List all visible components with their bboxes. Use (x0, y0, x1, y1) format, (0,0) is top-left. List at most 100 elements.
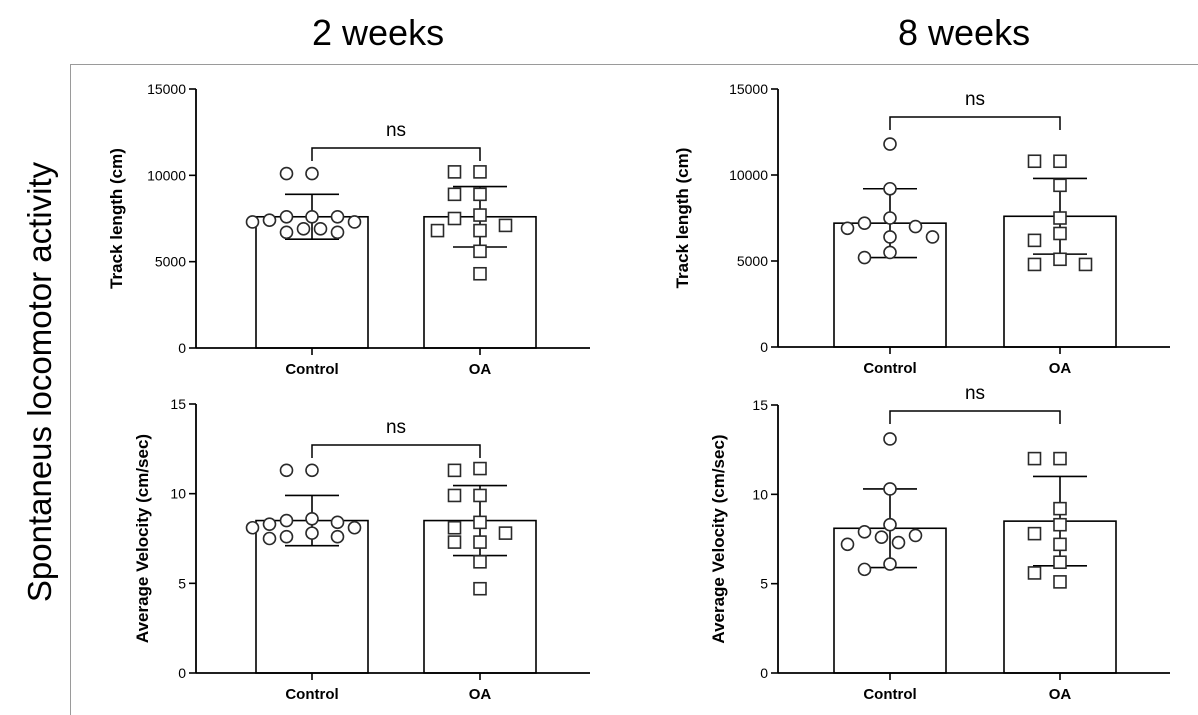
data-point-square (473, 515, 487, 530)
data-point-circle (313, 222, 328, 236)
data-point-circle (883, 230, 897, 244)
data-point-square (1027, 451, 1042, 466)
y-axis-label: Average Velocity (cm/sec) (133, 434, 152, 643)
data-point-circle (305, 166, 319, 181)
panel-8w-velocity: 0 5 10 15 Control OA Average Velocity (cm/sec)… (709, 383, 1170, 703)
data-point-circle (347, 215, 362, 229)
data-point-square (1053, 451, 1067, 466)
x-tick-label-oa: OA (1049, 360, 1072, 377)
data-point-square (1053, 537, 1067, 552)
y-axis-label: Track length (cm) (107, 148, 126, 289)
data-point-square (498, 218, 513, 233)
data-point-square (447, 211, 462, 226)
data-point-square (1053, 178, 1067, 193)
y-tick-label: 15 (752, 397, 768, 413)
data-point-square (1027, 526, 1042, 541)
y-tick-label: 0 (760, 339, 768, 355)
data-point-square (473, 187, 487, 202)
data-point-square (473, 208, 487, 222)
data-point-circle (279, 529, 294, 544)
data-point-circle (262, 213, 277, 228)
data-point-square (473, 581, 487, 596)
panel-2w-velocity: 0 5 10 15 Control OA Average Velocity (cm/sec)… (133, 396, 590, 703)
significance-label: ns (965, 383, 985, 404)
data-point-circle (908, 219, 923, 234)
data-point-circle (857, 216, 872, 230)
x-tick-label-oa: OA (469, 686, 492, 703)
data-point-circle (840, 537, 855, 552)
data-point-square (1027, 154, 1042, 169)
data-point-circle (262, 531, 277, 546)
y-tick-label: 10 (170, 486, 186, 502)
data-point-circle (330, 529, 345, 544)
significance-bracket (311, 147, 481, 161)
significance-bracket (889, 410, 1061, 424)
data-point-circle (857, 525, 872, 539)
data-point-circle (296, 222, 311, 236)
data-point-square (447, 520, 462, 535)
y-tick-label: 15000 (729, 81, 768, 97)
data-point-square (447, 488, 462, 503)
data-point-square (1027, 233, 1042, 248)
data-point-square (498, 526, 513, 540)
x-tick-label-control: Control (863, 686, 916, 703)
column-title-2-weeks: 2 weeks (312, 12, 445, 53)
y-tick-label: 5000 (155, 254, 186, 270)
data-point-circle (857, 250, 872, 265)
data-point-square (1053, 211, 1067, 225)
significance-label: ns (386, 120, 406, 141)
y-tick-label: 15 (170, 396, 186, 412)
data-point-circle (330, 225, 345, 240)
data-point-square (1053, 154, 1067, 169)
y-axis-label: Track length (cm) (673, 148, 692, 289)
panel-2w-track: 0 5000 10000 15000 Control OA Track length (cm… (107, 81, 590, 378)
data-point-circle (908, 528, 923, 543)
y-tick-label: 10000 (147, 167, 186, 183)
column-title-8-weeks: 8 weeks (898, 12, 1031, 53)
data-point-circle (330, 209, 345, 224)
y-tick-label: 5 (178, 575, 186, 591)
data-point-square (447, 165, 462, 179)
data-point-circle (305, 526, 319, 540)
data-point-circle (305, 463, 319, 478)
y-tick-label: 5000 (737, 253, 768, 269)
data-point-circle (305, 209, 319, 224)
data-point-square (430, 223, 445, 238)
y-tick-label: 0 (760, 665, 768, 681)
data-point-square (1053, 501, 1067, 516)
significance-label: ns (965, 89, 985, 110)
data-point-circle (347, 520, 362, 535)
data-point-circle (305, 511, 319, 526)
data-point-circle (883, 557, 897, 571)
significance-bracket (311, 444, 481, 458)
data-point-circle (245, 520, 260, 535)
data-point-square (473, 165, 487, 179)
frame-top-line (70, 64, 1198, 65)
data-point-square (1027, 566, 1042, 580)
data-point-circle (891, 535, 906, 550)
data-point-circle (883, 211, 897, 225)
data-point-square (473, 488, 487, 503)
data-point-circle (883, 517, 897, 532)
y-tick-label: 10 (752, 486, 768, 502)
data-point-circle (840, 221, 855, 236)
data-point-square (1053, 517, 1067, 532)
data-point-circle (883, 245, 897, 260)
y-tick-label: 15000 (147, 81, 186, 97)
data-point-square (447, 535, 462, 549)
data-point-square (473, 266, 487, 281)
x-tick-label-control: Control (863, 360, 916, 377)
data-point-circle (262, 517, 277, 531)
data-point-square (473, 535, 487, 549)
data-point-circle (883, 482, 897, 496)
significance-bracket (889, 116, 1061, 130)
y-tick-label: 0 (178, 665, 186, 681)
x-tick-label-control: Control (285, 361, 338, 378)
data-point-square (473, 223, 487, 238)
data-point-square (473, 555, 487, 569)
x-tick-label-control: Control (285, 686, 338, 703)
data-point-circle (874, 530, 889, 545)
data-point-circle (925, 230, 940, 244)
